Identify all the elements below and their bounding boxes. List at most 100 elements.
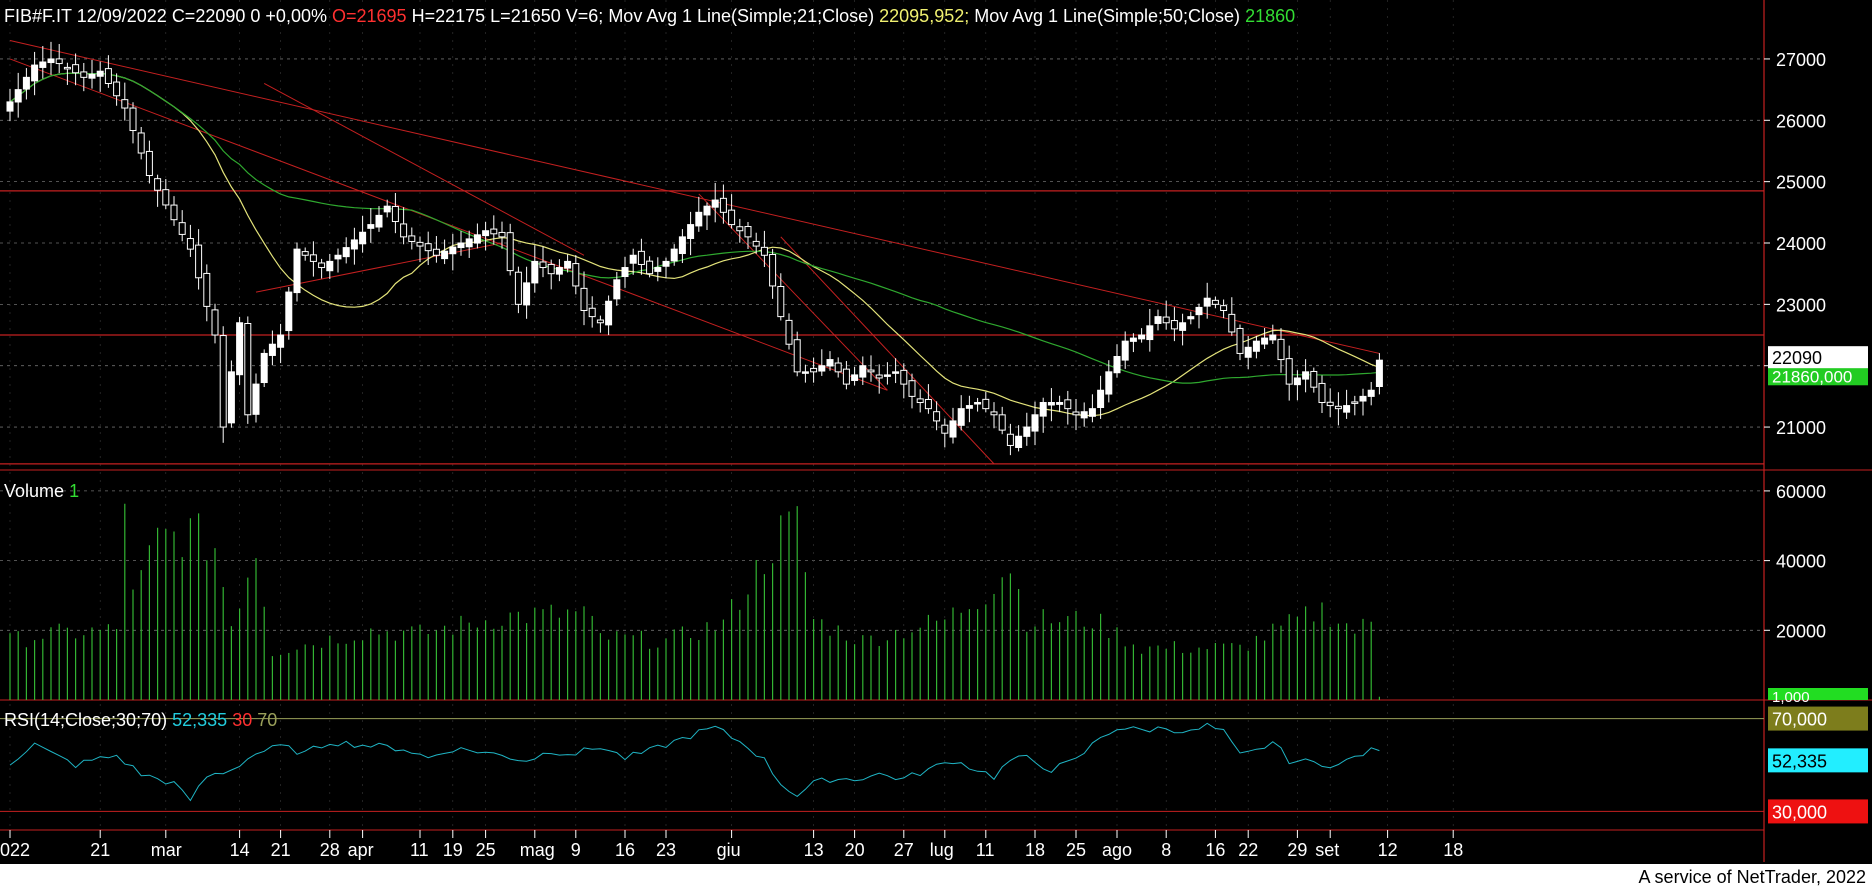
- time-tick-label: set: [1315, 840, 1339, 860]
- candle-body: [834, 362, 842, 373]
- volume-tick-label: 60000: [1776, 482, 1826, 502]
- time-tick-label: 25: [476, 840, 496, 860]
- candle-body: [965, 405, 973, 409]
- candle-body: [14, 89, 22, 103]
- time-tick-label: 25: [1066, 840, 1086, 860]
- candle-body: [1179, 322, 1187, 331]
- volume-header: Volume 1: [4, 481, 79, 502]
- rsi-value-label: 52,335: [1772, 751, 1827, 771]
- candle-body: [47, 58, 55, 64]
- candle-body: [752, 240, 760, 247]
- time-tick-label: 23: [656, 840, 676, 860]
- candle-body: [711, 199, 719, 208]
- candle-body: [1269, 334, 1277, 341]
- trendline: [263, 83, 585, 256]
- candle-body: [391, 205, 399, 223]
- candle-body: [646, 260, 654, 275]
- candle-body: [1310, 370, 1318, 388]
- candle-body: [236, 322, 244, 376]
- candle-body: [629, 254, 637, 264]
- candle-body: [400, 223, 408, 238]
- candle-body: [203, 272, 211, 307]
- candle-body: [719, 197, 727, 213]
- trendlines: [9, 40, 1380, 465]
- rsi-70-label: 70,000: [1772, 710, 1827, 730]
- candle-body: [227, 371, 235, 424]
- candle-body: [309, 254, 317, 262]
- time-tick-label: 18: [1443, 840, 1463, 860]
- candle-body: [63, 66, 71, 70]
- candle-body: [441, 250, 449, 260]
- time-tick-label: giu: [717, 840, 741, 860]
- candle-body: [1097, 389, 1105, 409]
- volume-last-label: 1,000: [1772, 689, 1810, 706]
- candle-body: [121, 99, 129, 109]
- candle-body: [1367, 389, 1375, 397]
- candle-body: [1285, 358, 1293, 385]
- ma50-label: Mov Avg 1 Line(Simple;50;Close): [974, 6, 1241, 26]
- ma21-value: 22095,952;: [879, 6, 970, 26]
- time-tick-label: 2022: [0, 840, 30, 860]
- candle-body: [22, 76, 30, 90]
- candle-body: [810, 367, 818, 373]
- candle-body: [506, 232, 514, 272]
- time-tick-label: 18: [1025, 840, 1045, 860]
- candle-body: [769, 253, 777, 287]
- price-header: FIB#F.IT 12/09/2022 C=22090 0 +0,00% O=2…: [4, 6, 1295, 27]
- candle-body: [588, 307, 596, 318]
- candle-body: [408, 235, 416, 242]
- candle-body: [1138, 334, 1146, 340]
- candle-body: [826, 359, 834, 367]
- candle-body: [416, 241, 424, 247]
- ma21-line: [9, 72, 1380, 417]
- candle-body: [1211, 299, 1219, 305]
- volume-value: V=6;: [565, 6, 604, 26]
- time-tick-label: 19: [443, 840, 463, 860]
- axes: 2100022000230002400025000260002700020000…: [0, 50, 1868, 860]
- candle-body: [859, 365, 867, 378]
- candle-body: [88, 73, 96, 79]
- ma50-line: [9, 72, 1380, 384]
- time-tick-label: lug: [930, 840, 954, 860]
- rsi-value-box: [1768, 748, 1868, 773]
- time-tick-label: 29: [1287, 840, 1307, 860]
- candle-body: [104, 68, 112, 84]
- candle-body: [572, 263, 580, 287]
- candle-body: [1277, 338, 1285, 361]
- candle-body: [1080, 411, 1088, 419]
- candle-body: [359, 231, 367, 245]
- candle-body: [1261, 337, 1269, 345]
- candle-body: [1195, 306, 1203, 316]
- trendline: [698, 193, 888, 391]
- horizontal-levels: [0, 190, 1764, 465]
- candle-body: [695, 211, 703, 227]
- price-tick-label: 26000: [1776, 111, 1826, 131]
- price-tick-label: 21000: [1776, 418, 1826, 438]
- candle-body: [974, 402, 982, 405]
- candle-body: [703, 205, 711, 216]
- time-tick-label: 22: [1238, 840, 1258, 860]
- time-tick-label: 11: [410, 840, 429, 860]
- high: H=22175: [411, 6, 486, 26]
- footer: A service of NetTrader, 2022: [0, 864, 1872, 888]
- candle-body: [186, 238, 194, 250]
- candle-body: [55, 58, 63, 65]
- time-tick-label: 8: [1161, 840, 1171, 860]
- candle-body: [219, 335, 227, 428]
- candle-body: [605, 300, 613, 326]
- candle-body: [268, 343, 276, 356]
- candle-body: [1244, 346, 1252, 358]
- candle-body: [1006, 433, 1014, 446]
- candle-body: [851, 374, 859, 381]
- candle-body: [637, 250, 645, 265]
- candle-body: [39, 61, 47, 68]
- candle-body: [1072, 411, 1080, 416]
- candle-body: [998, 414, 1006, 431]
- trendline: [9, 58, 888, 391]
- candle-body: [1334, 405, 1342, 410]
- candle-body: [1228, 313, 1236, 333]
- candle-body: [662, 260, 670, 267]
- time-tick-label: 16: [1205, 840, 1225, 860]
- candle-body: [449, 246, 457, 255]
